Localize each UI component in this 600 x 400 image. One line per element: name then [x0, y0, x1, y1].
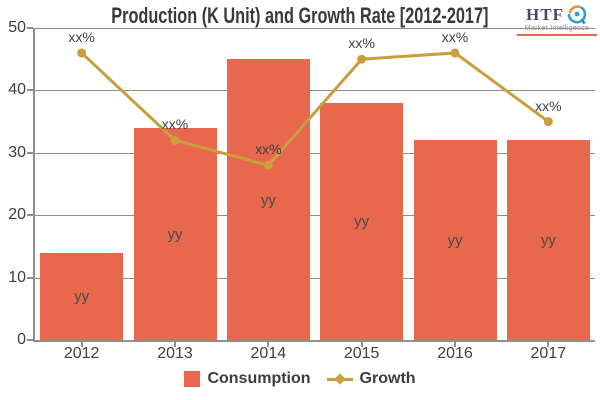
chart-title: Production (K Unit) and Growth Rate [201… [0, 3, 600, 29]
bar-2012 [40, 252, 124, 340]
legend-label-consumption: Consumption [207, 370, 311, 387]
y-tick-mark-0 [27, 339, 33, 341]
bar-value-label-2017: yy [540, 232, 556, 250]
point-value-label-2014: xx% [255, 141, 282, 158]
gridline-y50 [35, 28, 595, 29]
bar-value-label-2012: yy [74, 288, 90, 306]
plot-area: yy yy yy yy yy yy xx% xx% xx% xx% xx% xx% [33, 28, 595, 342]
line-point-2013 [170, 135, 180, 145]
x-tick-label-2015: 2015 [343, 345, 380, 362]
line-point-2017 [543, 117, 553, 127]
y-tick-label-20: 20 [8, 206, 26, 224]
legend-item-growth: Growth [326, 370, 416, 388]
gridline-y20 [35, 215, 595, 217]
chart-legend: Consumption Growth [0, 370, 600, 388]
bar-value-label-2013: yy [167, 225, 183, 243]
bar-value-label-2015: yy [354, 213, 370, 231]
y-tick-mark-40 [27, 89, 33, 92]
bar-2015 [320, 102, 404, 340]
gridline-y30 [35, 152, 595, 154]
x-tick-mark-2016 [454, 342, 456, 347]
x-tick-mark-2015 [360, 342, 363, 347]
y-tick-label-30: 30 [8, 143, 26, 161]
bar-2014 [226, 59, 310, 340]
point-value-label-2012: xx% [68, 28, 95, 45]
line-point-2016 [450, 48, 460, 58]
bar-value-label-2014: yy [260, 191, 276, 209]
x-tick-label-2012: 2012 [63, 345, 100, 362]
x-tick-label-2014: 2014 [250, 345, 287, 362]
logo-underline [517, 34, 597, 36]
y-tick-label-0: 0 [17, 331, 26, 348]
chart-title-text: Production (K Unit) and Growth Rate [201… [111, 3, 489, 28]
line-point-2012 [77, 48, 87, 58]
y-tick-label-50: 50 [8, 19, 26, 36]
y-tick-mark-20 [27, 214, 33, 217]
point-value-label-2016: xx% [441, 28, 469, 45]
logo-brand-text: HTF [526, 5, 564, 24]
x-tick-mark-2014 [267, 342, 270, 347]
gridline-y40 [35, 90, 595, 92]
point-value-label-2015: xx% [348, 35, 375, 52]
x-tick-mark-2017 [547, 342, 550, 347]
line-point-2014 [263, 160, 273, 170]
point-value-label-2017: xx% [535, 97, 562, 114]
y-tick-label-10: 10 [8, 268, 26, 286]
bar-value-label-2016: yy [447, 232, 463, 250]
x-tick-label-2013: 2013 [157, 345, 193, 362]
x-tick-label-2017: 2017 [530, 345, 567, 362]
bar-2013 [133, 127, 217, 340]
legend-item-consumption: Consumption [184, 370, 311, 388]
y-tick-label-40: 40 [8, 81, 26, 99]
x-tick-mark-2013 [174, 342, 176, 347]
legend-label-growth: Growth [359, 370, 416, 387]
growth-line-series [77, 48, 553, 170]
legend-marker-growth [326, 373, 353, 385]
point-value-label-2013: xx% [161, 116, 189, 133]
line-point-2015 [357, 54, 367, 64]
growth-line [80, 51, 550, 167]
bar-2017 [506, 140, 590, 340]
legend-swatch-consumption [184, 371, 201, 387]
x-tick-label-2016: 2016 [437, 345, 473, 362]
y-tick-mark-30 [27, 151, 33, 154]
gridline-y10 [35, 277, 595, 279]
x-tick-mark-2012 [80, 342, 83, 347]
y-tick-mark-10 [27, 276, 33, 279]
logo-magnifier-icon [567, 5, 587, 24]
bar-2016 [413, 140, 497, 340]
y-tick-mark-50 [27, 27, 33, 29]
